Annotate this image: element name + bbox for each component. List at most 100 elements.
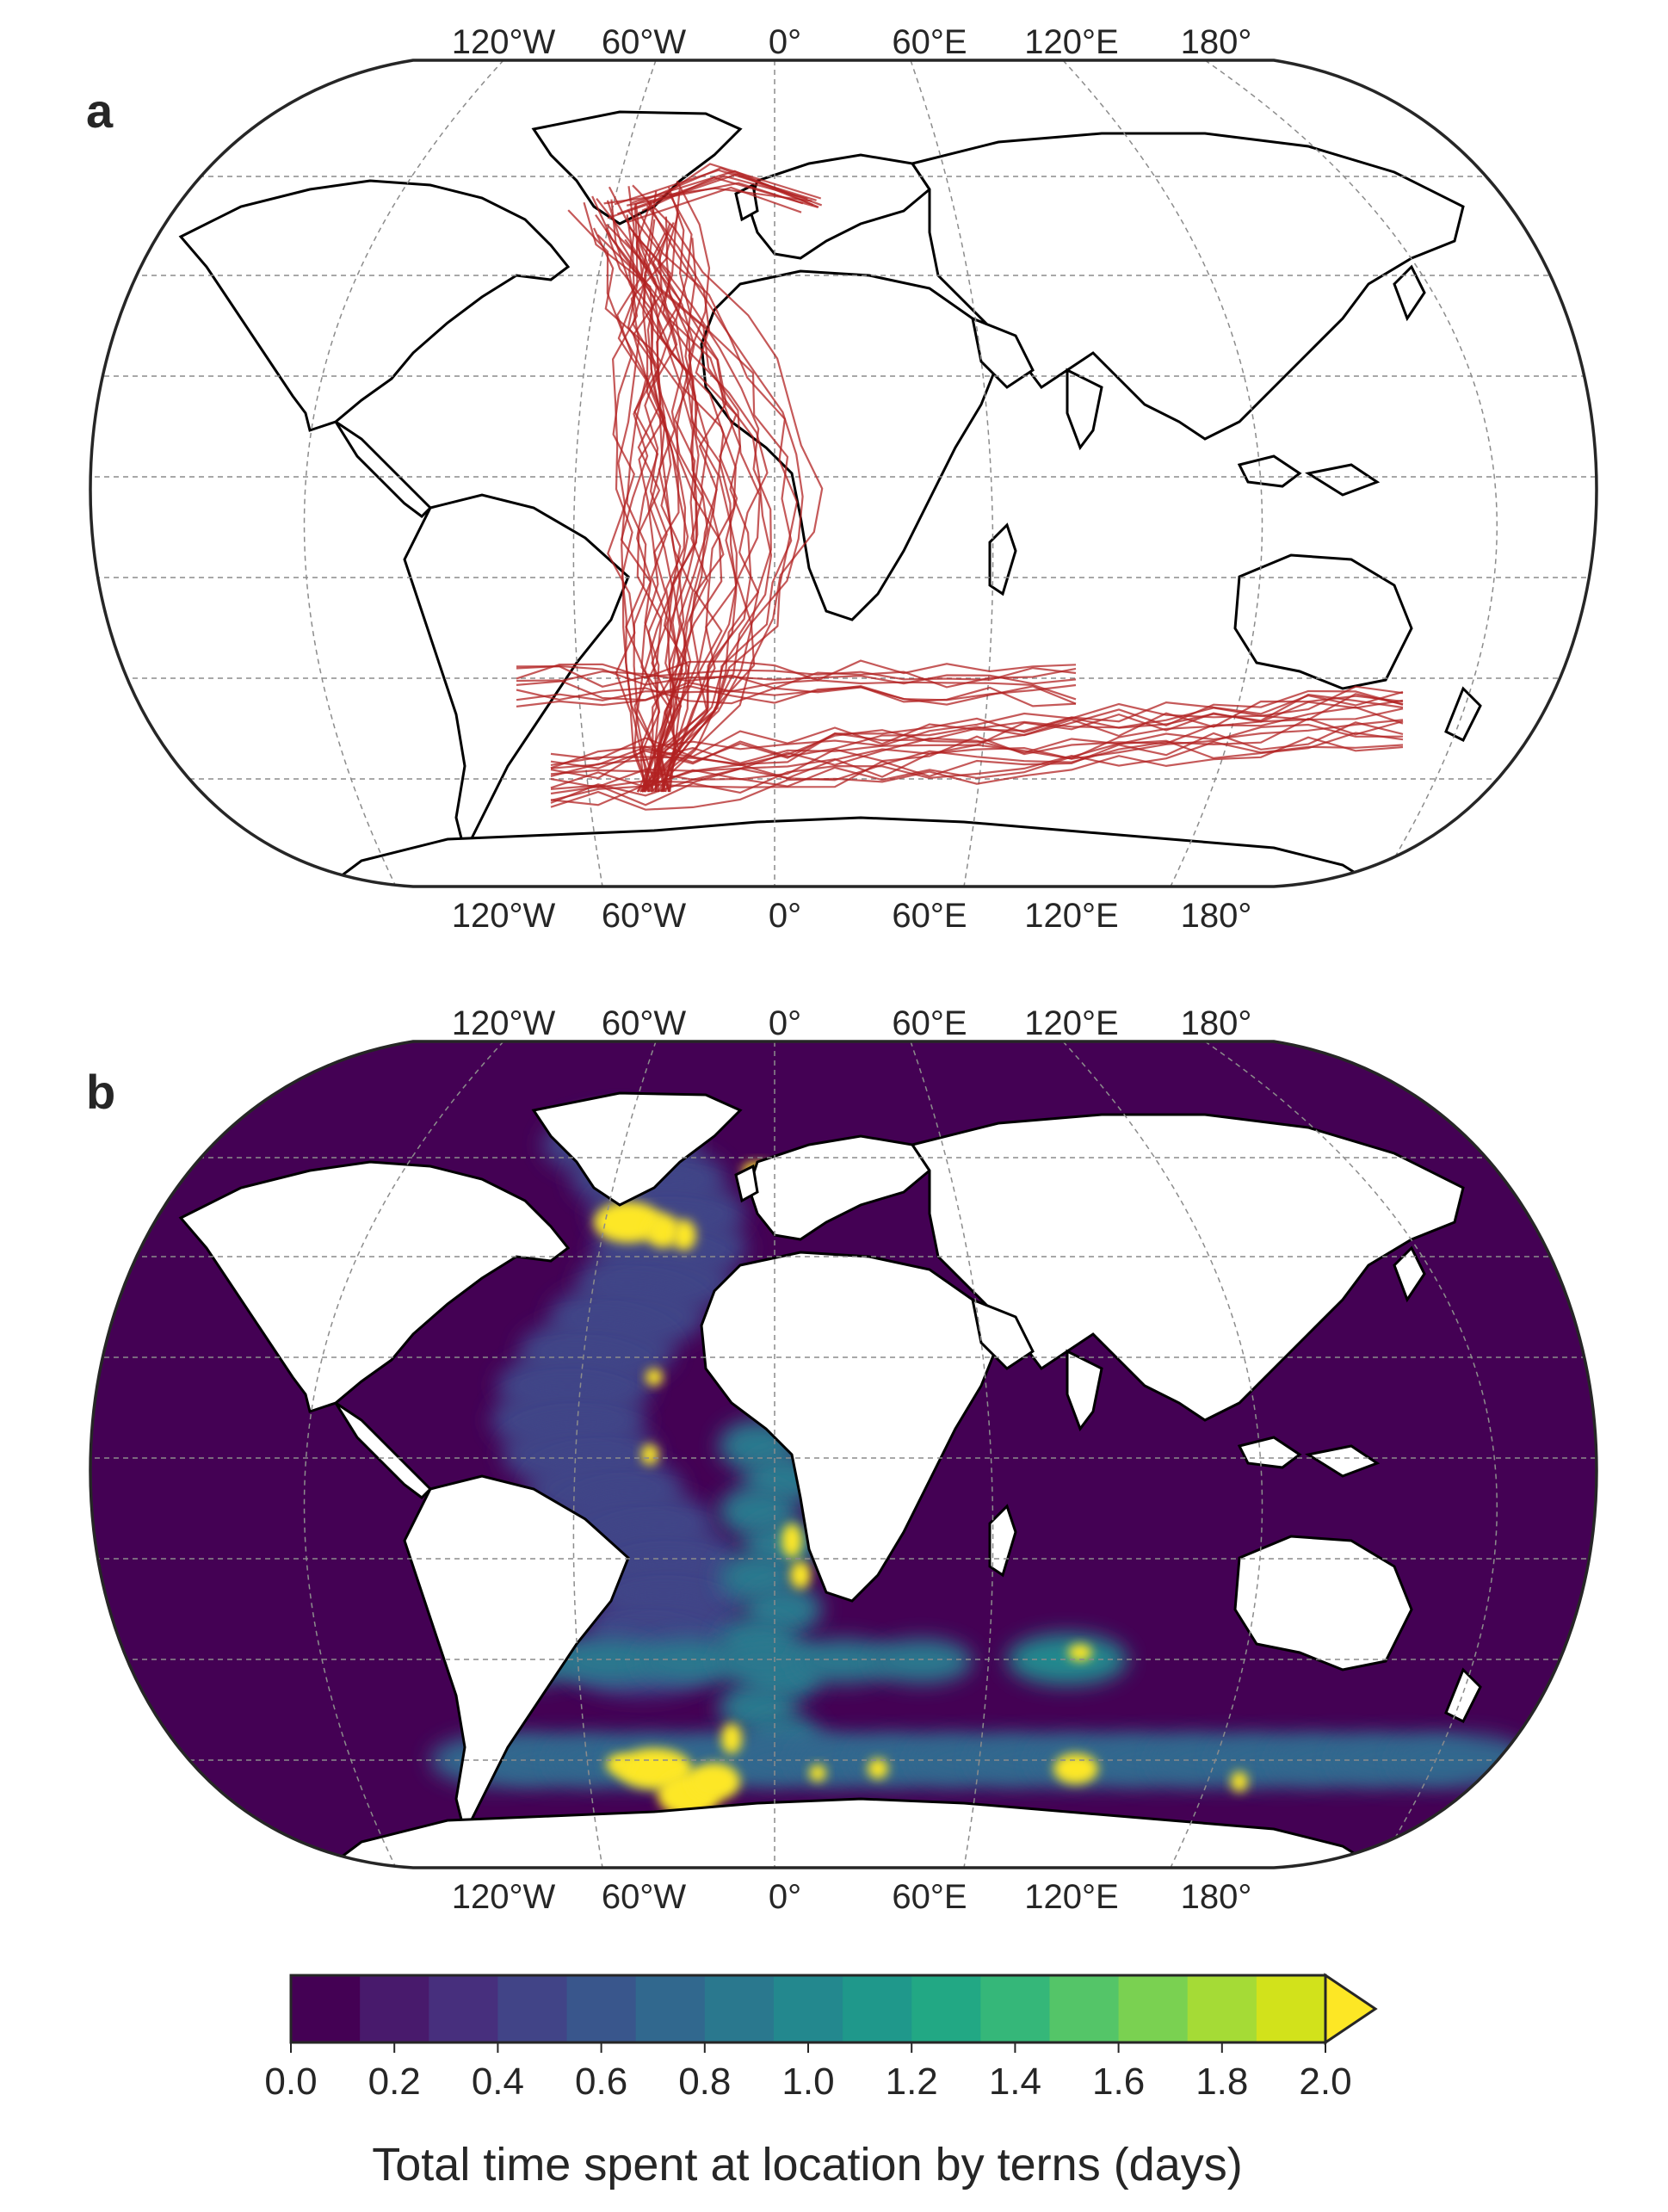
density-blob [672,1220,696,1251]
tern-track [624,238,773,793]
colorbar-segment [429,1975,498,2042]
lon-label: 120°W [452,1878,556,1916]
lon-label: 0° [769,1004,801,1042]
density-blob [641,1444,658,1465]
lon-label: 0° [769,23,801,61]
colorbar-tick-label: 1.2 [886,2061,938,2103]
colorbar-segment [1118,1975,1189,2042]
tern-track [617,216,669,793]
colorbar-tick-label: 1.0 [781,2061,834,2103]
tern-track [550,690,1404,761]
colorbar-segment [1256,1975,1326,2042]
colorbar-tick-label: 0.6 [575,2061,627,2103]
colorbar-ticks: 0.0 0.2 0.4 0.6 0.8 1.0 1.2 1.4 1.6 1.8 2.0 [264,2042,1352,2103]
density-blob [646,1369,663,1386]
density-blob [646,1214,680,1248]
colorbar-segment [980,1975,1051,2042]
colorbar-segment [1049,1975,1120,2042]
tern-track [603,187,812,205]
tern-track [567,209,698,793]
panel-a-graticule [90,60,1597,887]
colorbar-segment [704,1975,775,2042]
tern-track [516,659,1077,682]
panel-a-bottom-lon-labels: 120°W 60°W 0° 60°E 120°E 180° [452,897,1252,935]
density-blob [869,1639,973,1684]
density-blob [1007,1634,1127,1685]
panel-b-bottom-lon-labels: 120°W 60°W 0° 60°E 120°E 180° [452,1878,1252,1916]
colorbar-segment [566,1975,637,2042]
density-blob [781,1523,802,1558]
colorbar: 0.0 0.2 0.4 0.6 0.8 1.0 1.2 1.4 1.6 1.8 2.0 Total … [264,1973,1378,2190]
density-blob [1068,1644,1092,1661]
density-blob [1053,1753,1098,1784]
colorbar-label: Total time spent at location by terns (d… [372,2139,1242,2190]
density-blob [792,1639,895,1684]
colorbar-segment [911,1975,981,2042]
colorbar-tick-label: 0.2 [368,2061,421,2103]
panel-b-graticule [90,1041,1597,1868]
colorbar-segment [497,1975,568,2042]
density-blob [689,1763,740,1801]
tern-track [652,163,822,204]
lon-label: 0° [769,897,801,935]
tern-track [632,184,824,793]
panel-a-letter: a [86,83,114,138]
density-blob [868,1758,888,1779]
colorbar-tick-label: 2.0 [1299,2061,1351,2103]
density-blob [1231,1771,1248,1792]
lon-label: 180° [1181,1004,1252,1042]
density-blob [714,1639,818,1684]
panel-b-top-lon-labels: 120°W 60°W 0° 60°E 120°E 180° [452,1004,1252,1042]
panel-a-top-lon-labels: 120°W 60°W 0° 60°E 120°E 180° [452,23,1252,61]
tern-track [646,201,804,793]
density-blob [790,1561,811,1589]
density-blob [721,1723,742,1754]
density-blob [606,1754,633,1775]
lon-label: 120°W [452,23,556,61]
tern-track [550,685,1404,769]
tern-track [550,736,1404,811]
panel-a-tern-tracks [516,163,1404,811]
tern-track [633,205,738,793]
lon-label: 60°W [602,897,686,935]
colorbar-tick-label: 1.4 [989,2061,1041,2103]
colorbar-segments [291,1975,1326,2042]
tern-track [626,186,802,224]
lon-label: 120°W [452,897,556,935]
tern-track [550,721,1404,806]
panel-b-letter: b [86,1065,115,1119]
lon-label: 60°W [602,1878,686,1916]
lon-label: 60°W [602,23,686,61]
density-blob [637,1639,740,1684]
lon-label: 120°E [1024,1004,1118,1042]
tern-track [614,169,817,206]
colorbar-segment [291,1975,361,2042]
lon-label: 60°W [602,1004,686,1042]
lon-label: 60°E [892,23,967,61]
density-blob [809,1764,826,1782]
tern-track [661,180,711,793]
lon-label: 120°E [1024,23,1118,61]
tern-track [550,723,1404,801]
lon-label: 60°E [892,1004,967,1042]
colorbar-extend-arrow [1324,1973,1378,2045]
colorbar-segment [635,1975,706,2042]
tern-track [550,699,1404,777]
lon-label: 180° [1181,23,1252,61]
tern-track [550,689,1404,769]
tern-track [660,212,696,793]
colorbar-tick-label: 0.0 [264,2061,317,2103]
colorbar-tick-label: 0.4 [472,2061,524,2103]
lon-label: 180° [1181,1878,1252,1916]
lon-label: 120°W [452,1004,556,1042]
tern-track [550,717,1404,789]
colorbar-tick-label: 1.8 [1195,2061,1248,2103]
lon-label: 180° [1181,897,1252,935]
colorbar-tick-label: 0.8 [678,2061,731,2103]
colorbar-segment [773,1975,843,2042]
tern-track [550,719,1404,781]
tern-track [550,741,1404,806]
lon-label: 0° [769,1878,801,1916]
colorbar-segment [1187,1975,1257,2042]
